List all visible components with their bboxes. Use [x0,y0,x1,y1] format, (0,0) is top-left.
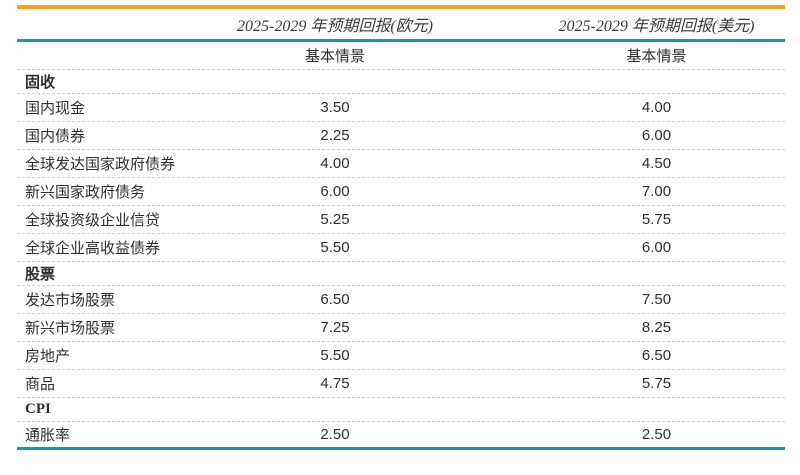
eur-value: 6.50 [320,291,350,308]
tail-spacer [763,247,785,248]
eur-value: 5.50 [320,347,350,364]
eur-value: 6.00 [320,183,350,200]
table-row: 新兴国家政府债务 6.00 7.00 [17,178,785,206]
row-label: 全球投资级企业信贷 [25,213,161,229]
section-row-fixed-income: 固收 [17,70,785,94]
eur-value: 5.25 [320,211,350,228]
spacer [443,219,550,220]
table-row: 新兴市场股票 7.25 8.25 [17,314,785,342]
usd-value: 8.25 [641,319,672,336]
spacer [443,355,550,356]
spacer [443,299,550,300]
row-label: 新兴市场股票 [25,321,116,337]
usd-value: 7.00 [641,183,672,200]
tail-spacer [763,355,785,356]
sub-header-usd: 基本情景 [626,49,687,65]
table-row: 国内债券 2.25 6.00 [17,122,785,150]
usd-value: 5.75 [641,211,672,228]
eur-value: 2.25 [320,127,350,144]
section-title: CPI [25,401,51,417]
spacer [443,24,550,25]
spacer [443,191,550,192]
spacer [443,55,550,56]
spacer [443,135,550,136]
table-row: 全球发达国家政府债券 4.00 4.50 [17,150,785,178]
usd-value: 6.00 [641,127,672,144]
empty-cell [17,55,227,56]
usd-value: 6.50 [641,347,672,364]
eur-value: 7.25 [320,319,350,336]
row-label: 通胀率 [25,428,71,444]
eur-value: 2.50 [320,426,350,443]
spacer [443,434,550,435]
spacer [443,163,550,164]
eur-value: 5.50 [320,239,350,256]
tail-spacer [763,107,785,108]
usd-value: 4.50 [641,155,672,172]
row-label: 新兴国家政府债务 [25,185,146,201]
table-row: 国内现金 3.50 4.00 [17,94,785,122]
row-label: 国内债券 [25,129,86,145]
tail-spacer [763,299,785,300]
section-title: 固收 [25,75,56,91]
column-header-row: 2025-2029 年预期回报(欧元) 2025-2029 年预期回报(美元) [17,9,785,42]
sub-header-eur: 基本情景 [304,49,365,65]
table-row: 全球企业高收益债券 5.50 6.00 [17,234,785,262]
usd-value: 4.00 [641,99,672,116]
tail-spacer [763,163,785,164]
eur-value: 3.50 [320,99,350,116]
row-label: 发达市场股票 [25,293,116,309]
usd-value: 2.50 [641,426,672,443]
section-row-cpi: CPI [17,398,785,422]
tail-spacer [763,55,785,56]
empty-corner-cell [17,24,227,25]
tail-spacer [763,434,785,435]
row-label: 全球企业高收益债券 [25,241,161,257]
tail-spacer [763,219,785,220]
expected-returns-table: 2025-2029 年预期回报(欧元) 2025-2029 年预期回报(美元) … [17,5,785,450]
usd-value: 7.50 [641,291,672,308]
table-row: 商品 4.75 5.75 [17,370,785,398]
spacer [443,247,550,248]
sub-header-row: 基本情景 基本情景 [17,42,785,70]
usd-value: 6.00 [641,239,672,256]
row-label: 房地产 [25,349,71,365]
table-row: 通胀率 2.50 2.50 [17,422,785,450]
column-header-eur: 2025-2029 年预期回报(欧元) [237,18,433,35]
table-row: 发达市场股票 6.50 7.50 [17,286,785,314]
row-label: 全球发达国家政府债券 [25,157,176,173]
spacer [443,107,550,108]
table-row: 全球投资级企业信贷 5.25 5.75 [17,206,785,234]
table-row: 房地产 5.50 6.50 [17,342,785,370]
spacer [443,383,550,384]
row-label: 国内现金 [25,101,86,117]
tail-spacer [763,135,785,136]
tail-spacer [763,327,785,328]
eur-value: 4.00 [320,155,350,172]
tail-spacer [763,24,785,25]
spacer [443,327,550,328]
section-row-equities: 股票 [17,262,785,286]
column-header-usd: 2025-2029 年预期回报(美元) [558,18,755,35]
tail-spacer [763,191,785,192]
usd-value: 5.75 [641,375,672,392]
row-label: 商品 [25,377,56,393]
tail-spacer [763,383,785,384]
section-title: 股票 [25,267,56,283]
eur-value: 4.75 [320,375,350,392]
